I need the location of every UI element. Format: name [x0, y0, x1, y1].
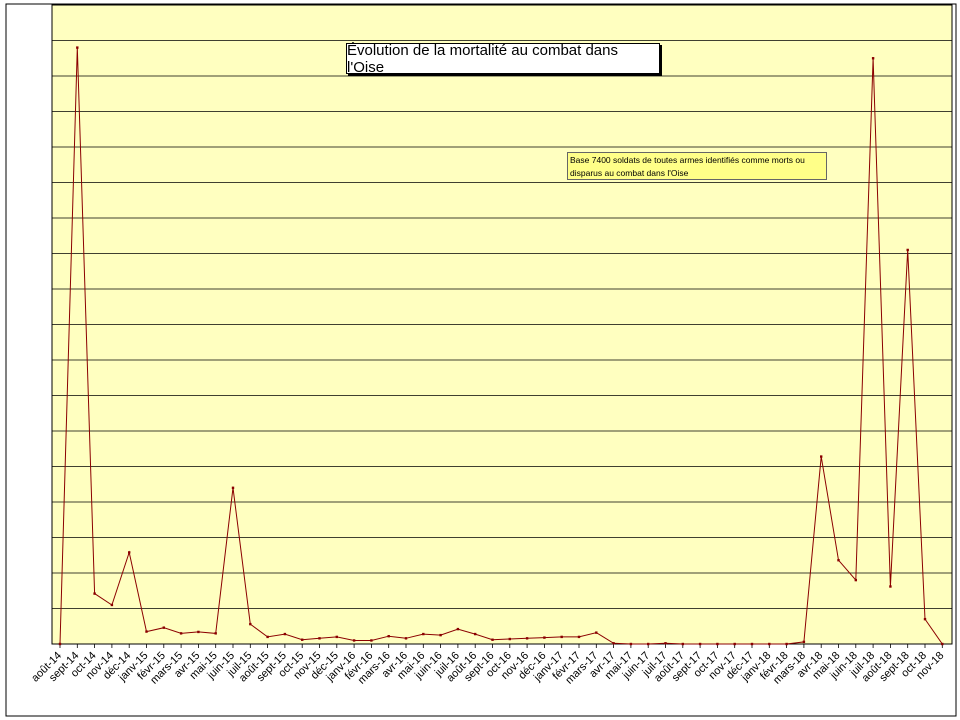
data-point: [162, 626, 165, 629]
data-point: [941, 642, 944, 646]
data-point: [837, 559, 840, 562]
x-axis-labels: août-14sept-14oct-14nov-14déc-14janv-15f…: [29, 650, 946, 687]
data-point: [197, 630, 200, 634]
data-point: [231, 486, 235, 489]
data-point: [491, 638, 494, 641]
data-point: [664, 642, 667, 645]
data-point: [508, 637, 511, 641]
data-point: [145, 630, 148, 633]
data-point: [750, 642, 754, 646]
data-point: [854, 578, 857, 582]
data-point: [525, 637, 529, 640]
data-point: [647, 642, 650, 646]
data-point: [698, 642, 702, 646]
data-point: [681, 642, 684, 646]
data-point: [595, 631, 598, 634]
data-point: [560, 635, 563, 639]
data-point: [58, 642, 62, 646]
chart-title: Évolution de la mortalité au combat dans…: [346, 42, 660, 76]
data-point: [283, 632, 287, 636]
data-point: [335, 635, 338, 639]
data-point: [612, 642, 615, 645]
data-point: [906, 248, 909, 252]
chart-annotation: Base 7400 soldats de toutes armes identi…: [567, 152, 827, 180]
data-point: [76, 46, 79, 49]
data-point: [214, 632, 217, 635]
data-point: [474, 632, 477, 636]
data-point: [768, 642, 771, 646]
series-points: [58, 46, 944, 646]
series-line: [59, 47, 943, 645]
data-point: [318, 637, 321, 640]
data-point: [889, 585, 892, 588]
data-point: [249, 622, 252, 626]
data-point: [352, 639, 356, 642]
data-point: [110, 603, 114, 607]
data-point: [577, 635, 581, 639]
data-point: [629, 642, 633, 646]
data-point: [439, 633, 442, 637]
data-point: [266, 635, 269, 639]
data-point: [387, 634, 390, 638]
data-point: [923, 617, 927, 621]
x-axis-ticks: [59, 644, 943, 648]
data-point: [543, 636, 546, 639]
data-point: [871, 57, 875, 60]
data-point: [404, 637, 408, 640]
grid-lines: [52, 40, 952, 609]
data-point: [456, 627, 460, 631]
data-point: [93, 592, 96, 595]
data-point: [716, 642, 719, 646]
data-point: [370, 639, 373, 642]
data-point: [802, 640, 806, 644]
data-point: [785, 642, 788, 646]
data-point: [733, 642, 736, 646]
data-point: [820, 455, 823, 458]
data-point: [422, 632, 425, 636]
data-point: [301, 638, 304, 641]
data-point: [128, 551, 131, 554]
data-point: [179, 632, 183, 635]
